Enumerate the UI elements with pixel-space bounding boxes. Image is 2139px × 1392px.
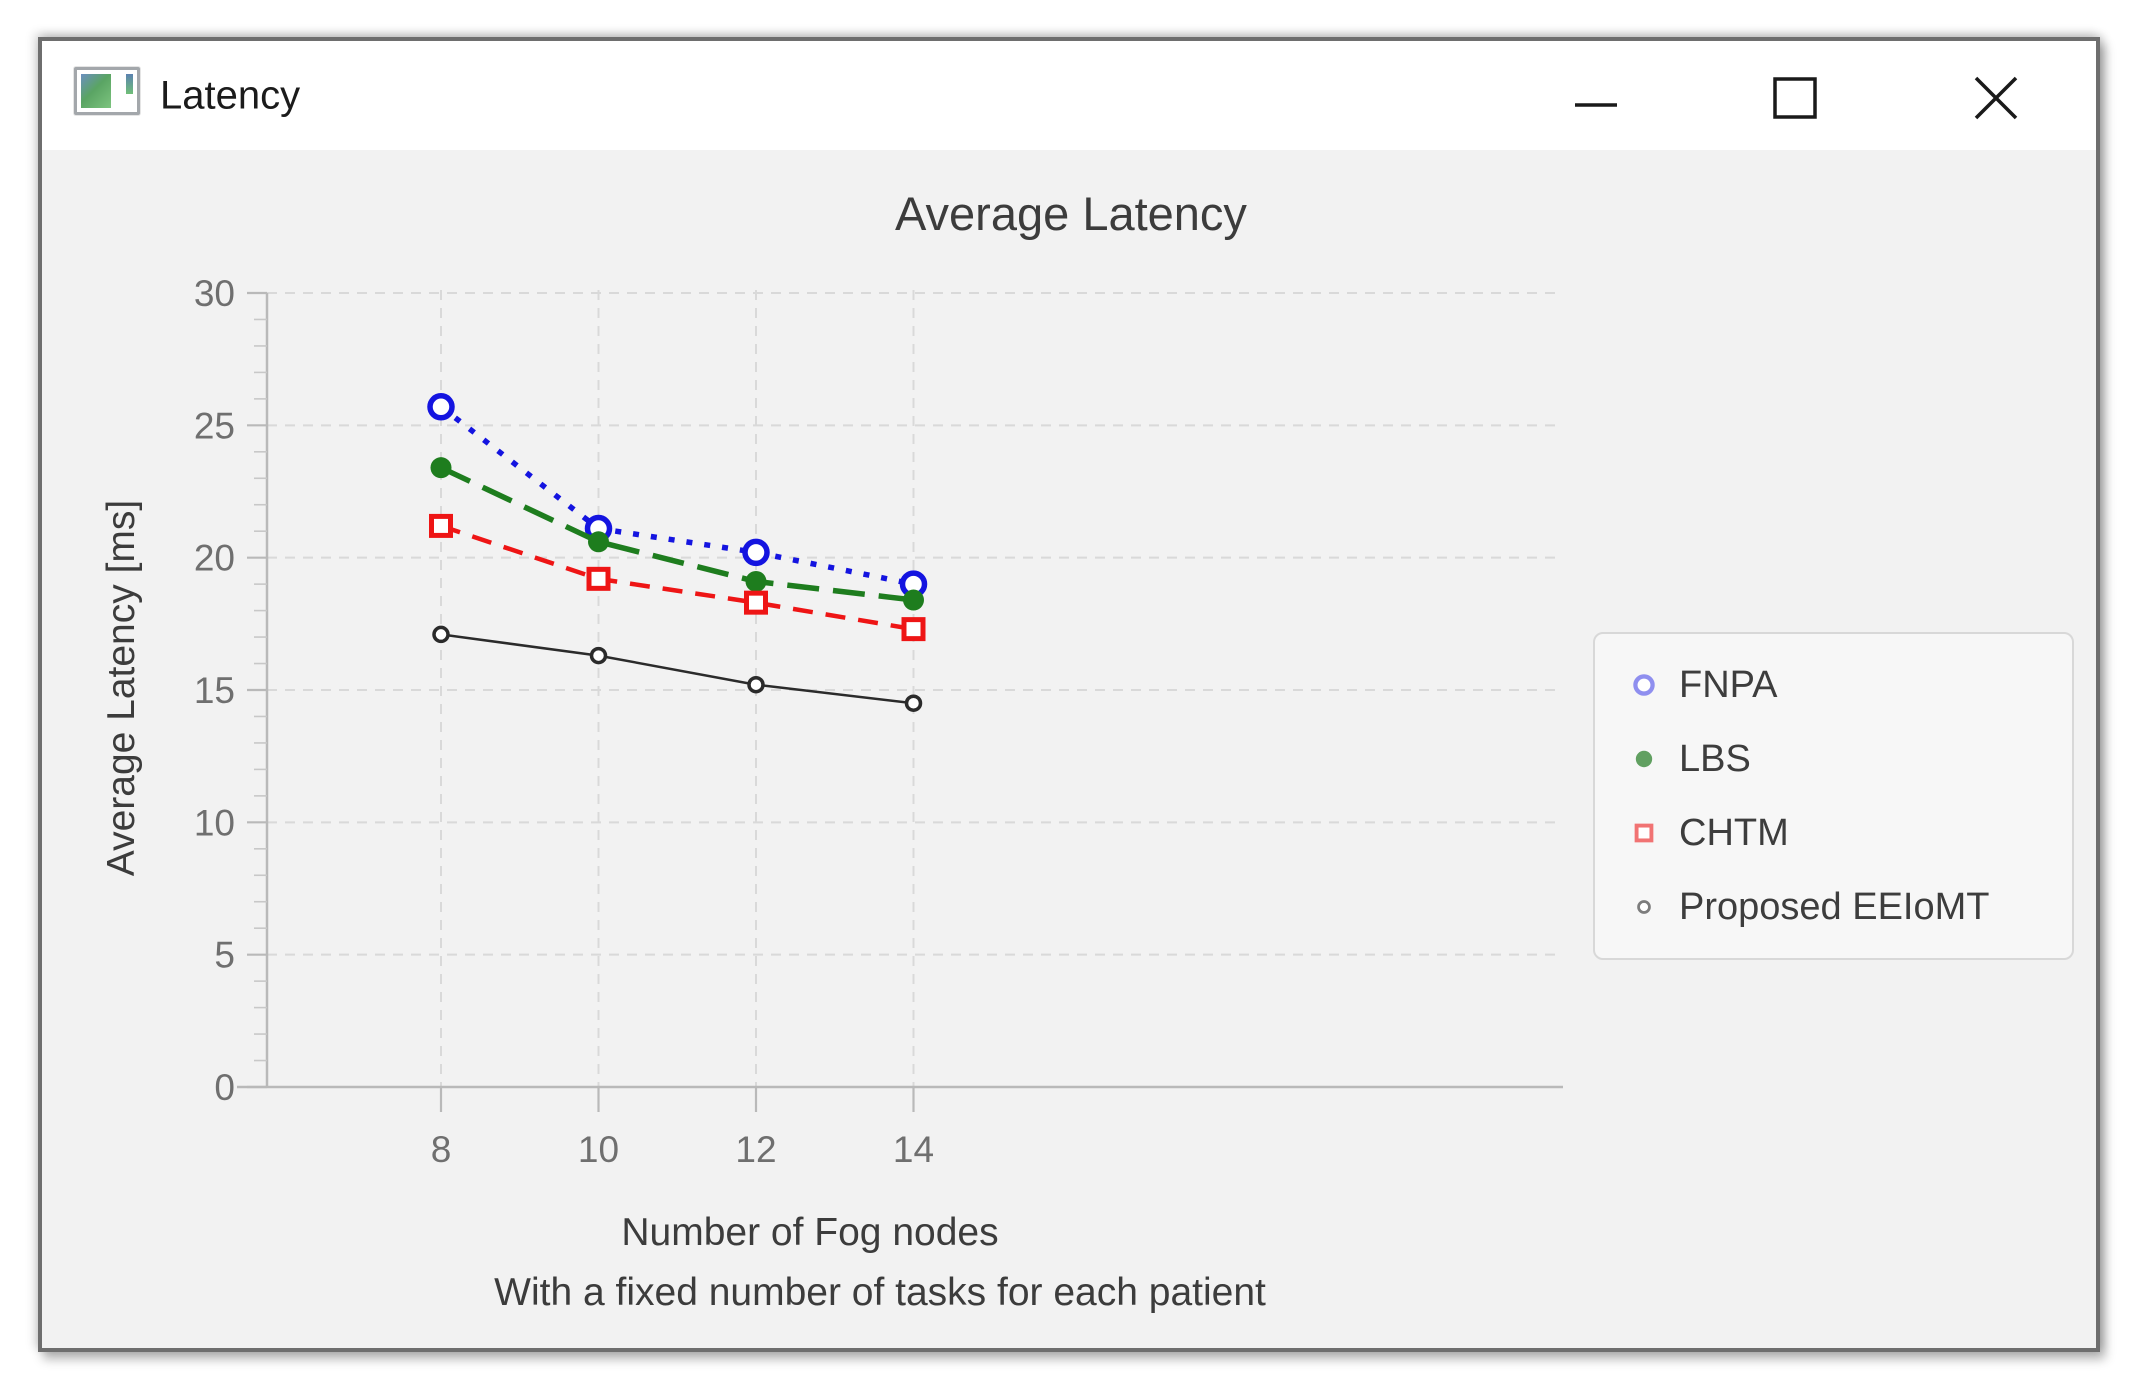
y-tick-label: 0 [214,1067,235,1108]
maximize-button[interactable] [1740,61,1850,135]
x-tick-label: 8 [431,1129,452,1170]
chtm-legend-marker [1634,823,1654,843]
axis-layer: 0 5 10 15 20 25 30 8 10 12 14 [194,273,1563,1170]
lbs-legend-marker [1635,750,1653,768]
legend-label: FNPA [1679,663,1778,706]
x-tick-label: 10 [578,1129,619,1170]
close-icon [1974,76,2018,120]
series-chtm [429,513,926,642]
window-title: Latency [160,73,301,117]
y-axis-label: Average Latency [ms] [100,500,143,876]
app-icon [74,67,140,115]
app-icon-side-pane [126,74,133,94]
legend-item-chtm: CHTM [1631,812,2062,855]
series-lbs [430,457,924,611]
x-axis-sublabel: With a fixed number of tasks for each pa… [494,1271,1266,1314]
chart-title: Average Latency [895,187,1247,240]
maximize-icon [1773,77,1817,119]
x-tick-label: 12 [735,1129,776,1170]
proposed-eeiomt-legend-marker [1637,900,1651,914]
window-titlebar[interactable]: Latency [42,41,2096,150]
legend-label: CHTM [1679,811,1789,854]
legend-item-proposed-eeiomt: Proposed EEIoMT [1631,886,2062,929]
chart-area: 0 5 10 15 20 25 30 8 10 12 14 Average Latency Aver… [42,150,2096,1348]
x-tick-label: 14 [893,1129,934,1170]
chart-legend: FNPA LBS CHTM Proposed EEIoMT [1593,632,2074,960]
app-icon-chart-pane [81,74,111,108]
grid-layer [267,290,1563,1087]
minimize-button[interactable] [1541,61,1651,135]
legend-item-fnpa: FNPA [1631,664,2062,707]
legend-label: Proposed EEIoMT [1679,885,1990,928]
latency-window: Latency 0 5 10 15 20 25 30 8 10 1 [38,37,2100,1352]
minimize-icon [1575,103,1617,107]
fnpa-legend-marker [1633,674,1655,696]
y-tick-label: 5 [214,935,235,976]
y-tick-label: 30 [194,273,235,314]
y-tick-label: 25 [194,405,235,446]
legend-label: LBS [1679,737,1751,780]
series-layer [427,393,928,712]
y-tick-label: 15 [194,670,235,711]
y-tick-label: 20 [194,538,235,579]
legend-item-lbs: LBS [1631,738,2062,781]
series-proposed-eeiomt [432,625,923,712]
latency-chart: 0 5 10 15 20 25 30 8 10 12 14 Average Latency Aver… [100,187,1563,1314]
close-button[interactable] [1941,61,2051,135]
y-tick-label: 10 [194,802,235,843]
x-axis-label: Number of Fog nodes [621,1211,998,1254]
